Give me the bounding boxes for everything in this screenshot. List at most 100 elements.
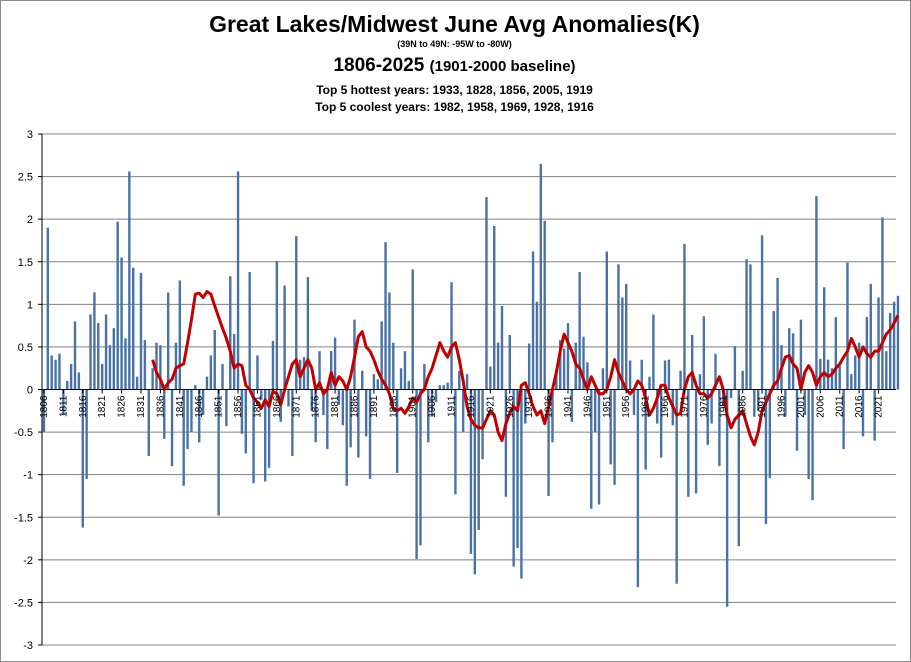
anomaly-bar	[132, 267, 135, 390]
anomaly-bar	[632, 389, 636, 416]
anomaly-bar	[799, 319, 803, 390]
gridlines	[42, 133, 896, 646]
y-tick-label: 2	[27, 214, 33, 226]
x-tick-label: 1911	[447, 395, 458, 417]
anomaly-bar	[737, 389, 740, 547]
anomaly-bar	[857, 342, 861, 390]
anomaly-bar	[854, 355, 857, 390]
smoothed-line	[151, 290, 900, 447]
x-tick-label: 1936	[544, 395, 555, 418]
anomaly-bar	[846, 262, 849, 390]
x-tick-label: 2006	[815, 395, 826, 418]
anomaly-bar	[205, 376, 209, 390]
anomaly-bar	[271, 340, 275, 390]
anomaly-bar	[663, 360, 667, 390]
anomaly-bar	[345, 389, 348, 486]
anomaly-bar	[155, 342, 158, 390]
anomaly-bar	[702, 316, 706, 390]
anomaly-bar	[310, 389, 313, 411]
anomaly-bar	[267, 389, 271, 468]
anomaly-bar	[306, 277, 310, 390]
anomaly-bar	[54, 359, 57, 390]
anomaly-bar	[640, 359, 643, 390]
smoothed-line-path	[151, 290, 900, 447]
anomaly-bar	[741, 370, 744, 390]
anomaly-bar	[434, 389, 438, 403]
anomaly-bar	[69, 363, 73, 390]
y-tick-label: 3	[27, 129, 33, 141]
anomaly-bar	[104, 314, 108, 390]
anomaly-bar	[170, 389, 174, 467]
anomaly-bar	[58, 353, 61, 390]
anomaly-bar	[283, 285, 286, 390]
anomaly-bar	[493, 225, 496, 390]
anomaly-bar	[477, 389, 480, 531]
x-tick-label: 2011	[835, 395, 846, 417]
anomaly-bar	[601, 368, 605, 390]
x-tick-label: 1986	[738, 395, 749, 418]
anomaly-bar	[803, 389, 806, 416]
anomaly-bar	[248, 271, 251, 390]
anomaly-bar	[729, 389, 733, 399]
hottest-years: Top 5 hottest years: 1933, 1828, 1856, 2…	[316, 83, 593, 97]
anomaly-bar	[50, 355, 53, 390]
anomaly-bar	[329, 351, 333, 390]
anomaly-bar	[749, 264, 752, 390]
x-tick-label: 1921	[485, 395, 496, 418]
x-tick-label: 1976	[699, 395, 710, 418]
anomaly-bar	[73, 321, 77, 390]
y-tick-label: -3	[23, 640, 33, 652]
anomaly-bar	[388, 292, 391, 390]
anomaly-bar	[873, 389, 876, 441]
anomaly-bar	[450, 282, 453, 390]
x-tick-label: 2016	[854, 395, 865, 418]
y-tick-label: 1	[27, 299, 33, 311]
y-tick-label: -2.5	[14, 597, 33, 609]
anomaly-bar	[442, 385, 445, 390]
anomaly-bar	[508, 334, 511, 390]
anomaly-bar	[570, 389, 574, 422]
anomaly-bar	[772, 311, 775, 390]
anomaly-bar	[527, 343, 531, 390]
anomaly-bar	[135, 376, 139, 390]
x-tick-label: 1811	[58, 395, 69, 417]
anomaly-bar	[209, 355, 213, 390]
anomaly-bar	[667, 359, 671, 390]
anomaly-bar	[302, 357, 306, 390]
x-tick-label: 1831	[136, 395, 147, 418]
x-tick-label: 1896	[388, 395, 399, 418]
anomaly-bar	[256, 355, 259, 390]
anomaly-bar	[116, 221, 119, 390]
anomaly-bar	[275, 260, 279, 390]
x-tick-label: 1891	[369, 395, 380, 418]
anomaly-bar	[454, 389, 457, 495]
anomaly-bar	[85, 389, 88, 479]
anomaly-bar	[93, 292, 96, 390]
anomaly-bar	[830, 368, 834, 390]
anomaly-bar	[244, 389, 247, 454]
anomaly-bar	[66, 380, 69, 390]
anomaly-bar	[733, 346, 737, 390]
anomaly-bar	[178, 280, 182, 390]
x-tick-label: 1886	[349, 395, 360, 418]
anomaly-bar	[97, 323, 100, 390]
x-tick-label: 1951	[602, 395, 613, 418]
x-tick-label: 1941	[563, 395, 574, 418]
anomaly-bar	[679, 370, 682, 390]
x-tick-label: 1841	[175, 395, 186, 418]
anomaly-bar	[659, 389, 663, 458]
anomaly-bar	[318, 351, 321, 390]
anomaly-bar	[819, 358, 822, 390]
anomaly-bar	[694, 389, 698, 494]
anomaly-bar	[842, 389, 845, 450]
anomaly-bar	[458, 370, 461, 390]
anomaly-bar	[617, 264, 620, 390]
anomaly-bar	[764, 389, 768, 525]
anomaly-bar	[543, 220, 546, 390]
anomaly-bar	[341, 389, 345, 426]
anomaly-bar	[524, 389, 527, 424]
anomaly-bar	[364, 389, 368, 437]
x-tick-label: 1956	[621, 395, 632, 418]
anomaly-bar	[291, 389, 294, 456]
